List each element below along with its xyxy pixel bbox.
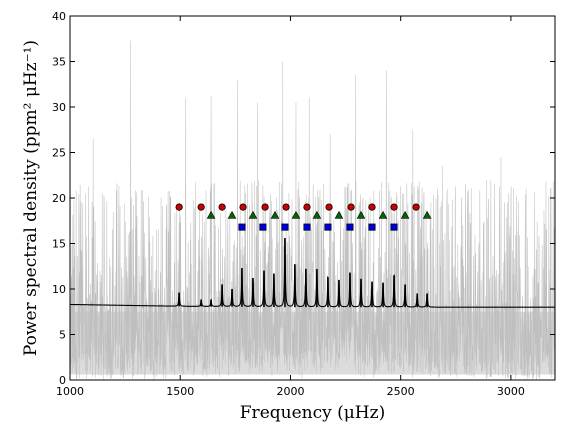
marker-triangle — [312, 210, 322, 219]
y-tick-label: 5 — [59, 329, 66, 342]
marker-circle — [239, 203, 247, 211]
x-tick-label: 1000 — [56, 385, 84, 398]
y-tick-label: 40 — [52, 10, 66, 23]
marker-circle — [347, 203, 355, 211]
y-tick-label: 0 — [59, 374, 66, 387]
x-tick-label: 3000 — [497, 385, 525, 398]
marker-triangle — [227, 210, 237, 219]
y-tick-label: 10 — [52, 283, 66, 296]
marker-triangle — [334, 210, 344, 219]
marker-circle — [303, 203, 311, 211]
marker-circle — [197, 203, 205, 211]
marker-circle — [282, 203, 290, 211]
noise-spectrum — [69, 40, 556, 380]
marker-circle — [218, 203, 226, 211]
marker-circle — [175, 203, 183, 211]
marker-triangle — [356, 210, 366, 219]
marker-triangle — [248, 210, 258, 219]
marker-circle — [368, 203, 376, 211]
marker-square — [238, 223, 246, 231]
x-tick-label: 2000 — [276, 385, 304, 398]
marker-square — [346, 223, 354, 231]
marker-circle — [390, 203, 398, 211]
y-tick-label: 35 — [52, 56, 66, 69]
marker-circle — [412, 203, 420, 211]
marker-circle — [261, 203, 269, 211]
mode-markers — [175, 203, 432, 231]
marker-triangle — [270, 210, 280, 219]
marker-circle — [325, 203, 333, 211]
marker-square — [324, 223, 332, 231]
x-axis-label: Frequency (μHz) — [240, 403, 385, 423]
marker-triangle — [422, 210, 432, 219]
marker-square — [390, 223, 398, 231]
fit-model — [70, 238, 555, 308]
y-tick-label: 20 — [52, 192, 66, 205]
fit-line — [70, 239, 555, 308]
noise-band — [70, 311, 555, 375]
y-tick-label: 25 — [52, 147, 66, 160]
y-axis-label: Power spectral density (ppm² μHz⁻¹) — [21, 40, 41, 356]
marker-triangle — [291, 210, 301, 219]
marker-triangle — [400, 210, 410, 219]
marker-triangle — [206, 210, 216, 219]
marker-square — [259, 223, 267, 231]
marker-square — [368, 223, 376, 231]
x-tick-label: 2500 — [387, 385, 415, 398]
y-tick-label: 30 — [52, 101, 66, 114]
marker-triangle — [378, 210, 388, 219]
y-tick-label: 15 — [52, 238, 66, 251]
marker-square — [281, 223, 289, 231]
marker-square — [303, 223, 311, 231]
axis-ticks: 1000 1500 2000 2500 3000 0 5 10 15 20 25 30 35 40 — [52, 10, 555, 398]
x-tick-label: 1500 — [166, 385, 194, 398]
